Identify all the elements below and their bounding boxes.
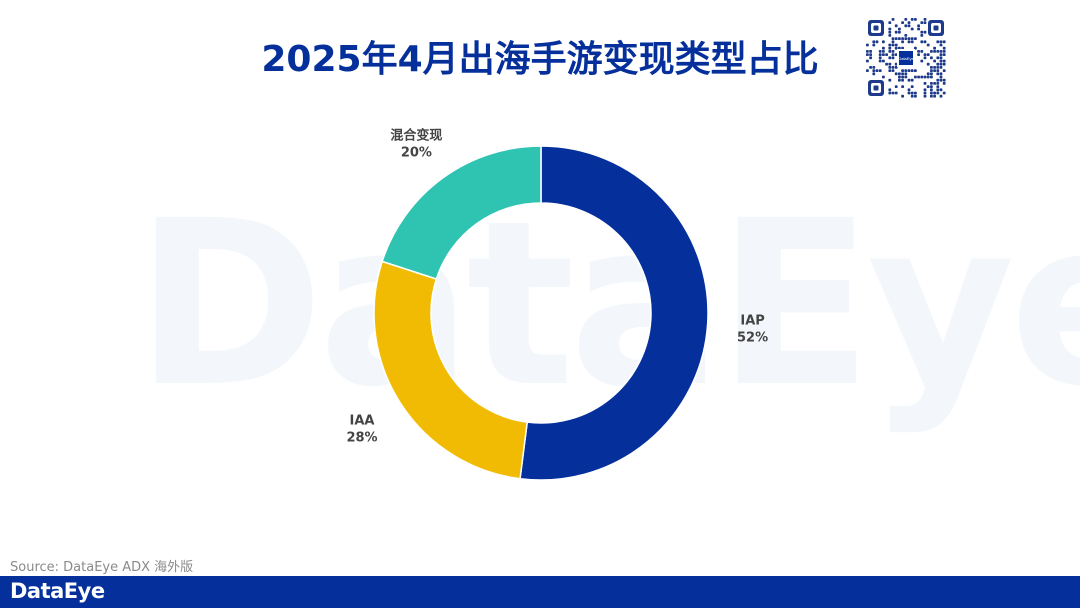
source-note: Source: DataEye ADX 海外版 [10,560,194,575]
footer-logo: DataEye [10,579,105,603]
slice-2 [381,145,542,280]
slice-1 [373,260,529,480]
slice-0 [519,145,709,481]
slice-label-0: IAP [740,313,764,328]
footer-bar: DataEye [0,576,1080,608]
slice-value-0: 52% [737,330,768,345]
watermark: DataEye [135,171,1080,437]
qr-code-icon[interactable]: DataEye [866,18,946,98]
slice-label-2: 混合变现 [390,127,442,143]
slice-label-1: IAA [350,414,375,429]
slice-value-1: 28% [346,431,377,446]
slice-value-2: 20% [401,145,432,160]
page-title: 2025年4月出海手游变现类型占比 [261,39,819,80]
qr-logo-text: DataEye [898,56,914,61]
